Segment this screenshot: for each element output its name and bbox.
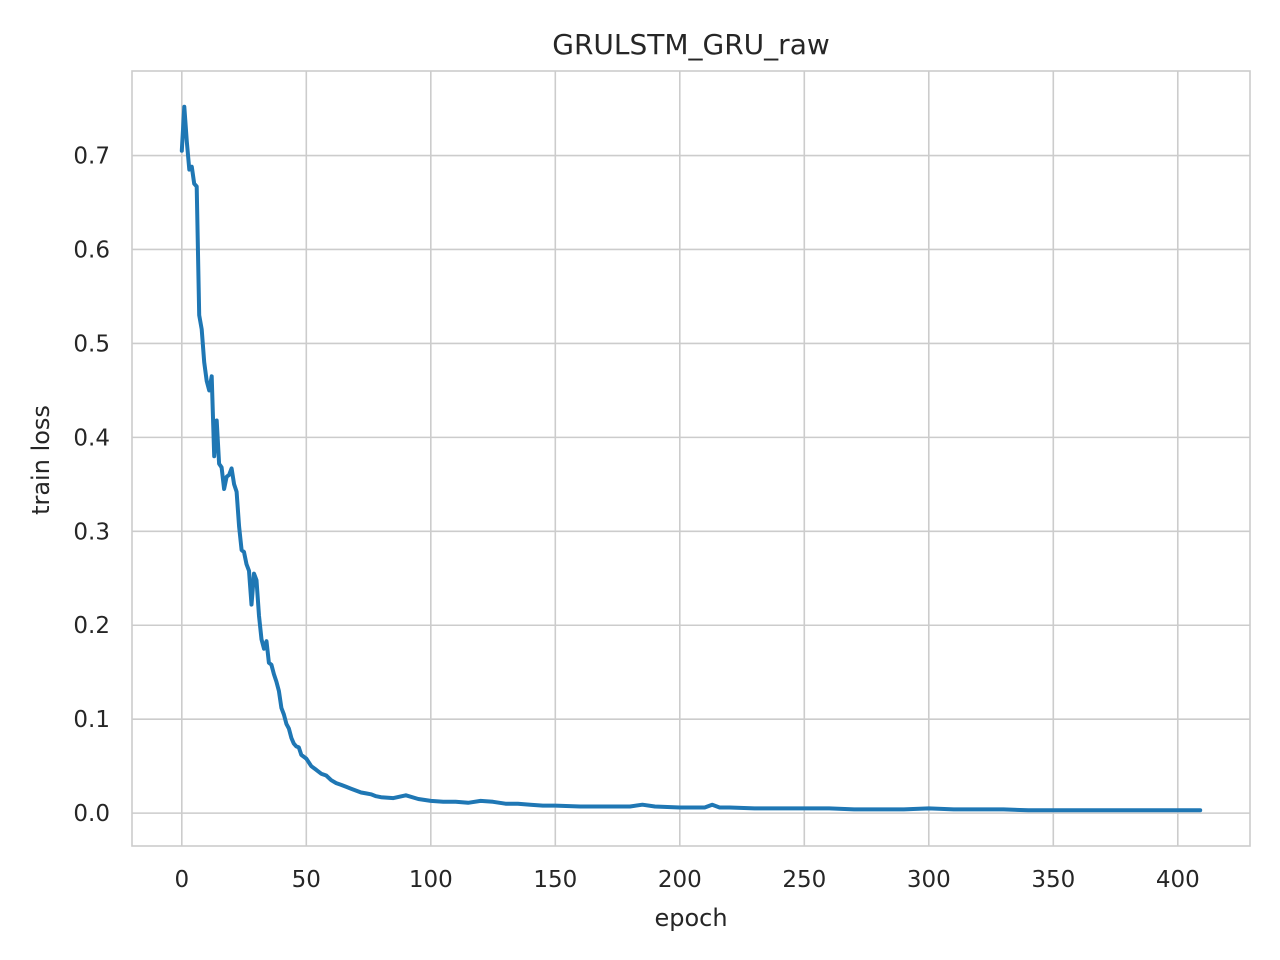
x-tick-label: 100 — [409, 867, 453, 893]
x-tick-label: 300 — [907, 867, 951, 893]
x-tick-labels: 0 50 100 150 200 250 300 350 400 — [174, 867, 1199, 893]
y-grid — [132, 154, 1250, 814]
y-tick-label: 0.2 — [73, 613, 110, 639]
y-tick-labels: 0.0 0.1 0.2 0.3 0.4 0.5 0.6 0.7 — [73, 144, 110, 828]
x-tick-label: 400 — [1156, 867, 1200, 893]
y-tick-label: 0.5 — [73, 331, 110, 357]
y-tick-label: 0.3 — [73, 519, 110, 545]
chart-title: GRULSTM_GRU_raw — [552, 28, 830, 61]
y-tick-label: 0.6 — [73, 237, 110, 263]
x-axis-label: epoch — [654, 904, 727, 932]
plot-frame — [131, 70, 1251, 847]
x-tick-label: 150 — [533, 867, 577, 893]
x-tick-label: 350 — [1031, 867, 1075, 893]
series-line — [179, 104, 1203, 813]
x-grid — [180, 71, 1179, 846]
x-tick-label: 50 — [292, 867, 321, 893]
y-tick-label: 0.1 — [73, 707, 110, 733]
x-tick-label: 250 — [782, 867, 826, 893]
x-tick-label: 200 — [658, 867, 702, 893]
x-tick-label: 0 — [174, 867, 189, 893]
y-tick-label: 0.0 — [73, 801, 110, 827]
y-axis-label: train loss — [27, 405, 55, 515]
y-tick-label: 0.7 — [73, 144, 110, 170]
y-tick-label: 0.4 — [73, 425, 110, 451]
